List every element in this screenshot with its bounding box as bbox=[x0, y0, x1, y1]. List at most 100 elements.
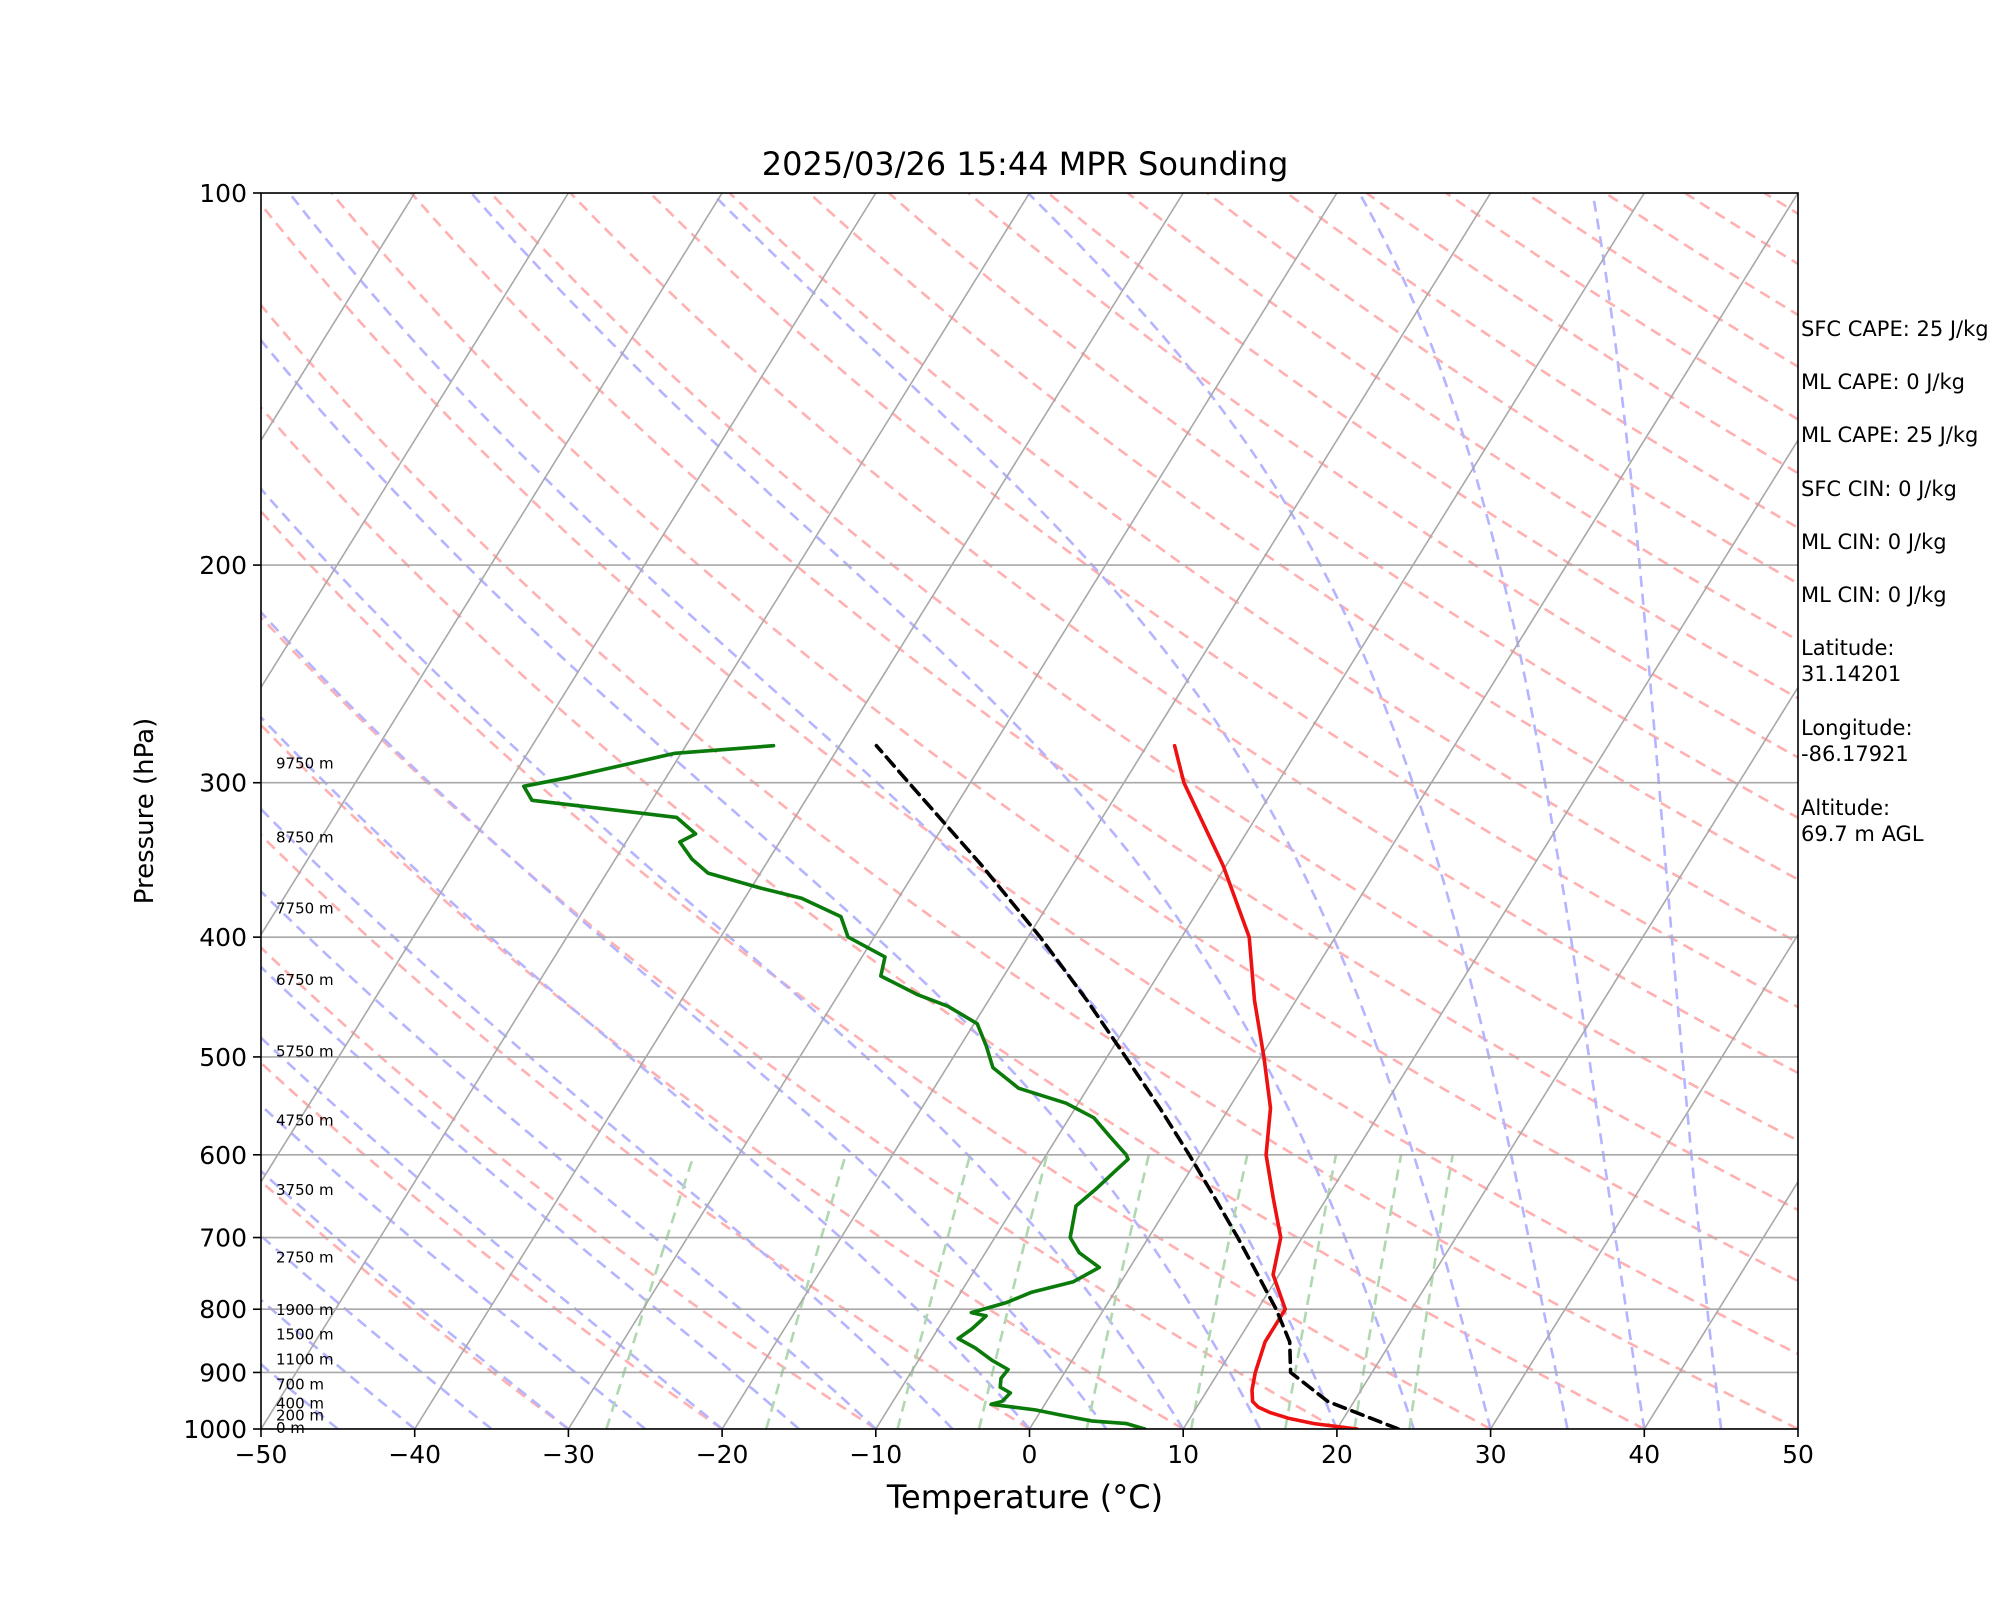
dry-adiabat bbox=[1126, 193, 1798, 642]
y-tick-label: 300 bbox=[199, 769, 247, 798]
stat-longitude: Longitude: -86.17921 bbox=[1801, 716, 1913, 767]
y-tick-label: 100 bbox=[199, 179, 247, 208]
isotherm-line bbox=[1336, 685, 1798, 1429]
height-label: 400 m bbox=[276, 1394, 324, 1412]
y-tick-label: 800 bbox=[199, 1295, 247, 1324]
height-label: 3750 m bbox=[276, 1181, 334, 1199]
x-tick-label: 20 bbox=[1321, 1440, 1353, 1469]
isotherm-line bbox=[261, 193, 416, 442]
height-label: 4750 m bbox=[276, 1112, 334, 1130]
stat-ml-cin: ML CIN: 0 J/kg bbox=[1801, 529, 1947, 554]
stat-sfc-cin: SFC CIN: 0 J/kg bbox=[1801, 476, 1957, 501]
height-label: 200 m bbox=[276, 1407, 324, 1425]
y-tick-label: 700 bbox=[199, 1224, 247, 1253]
moist-adiabat bbox=[288, 193, 1339, 1429]
moist-adiabat bbox=[261, 965, 800, 1429]
height-label: 2750 m bbox=[276, 1249, 334, 1267]
temperature-profile-line bbox=[1172, 743, 1359, 1429]
isotherm-line bbox=[261, 193, 570, 689]
moist-adiabat bbox=[470, 193, 1416, 1429]
y-tick-label: 400 bbox=[199, 923, 247, 952]
isotherm-line bbox=[414, 193, 1184, 1429]
x-tick-label: 10 bbox=[1167, 1440, 1199, 1469]
mixing-ratio-line bbox=[1085, 1154, 1151, 1429]
x-tick-label: −40 bbox=[388, 1440, 441, 1469]
x-tick-label: −50 bbox=[235, 1440, 288, 1469]
height-label: 8750 m bbox=[276, 829, 334, 847]
stat-latitude: Latitude: 31.14201 bbox=[1801, 636, 1902, 687]
stat-altitude: Altitude: 69.7 m AGL bbox=[1801, 796, 1924, 847]
dry-adiabat bbox=[261, 1061, 723, 1429]
x-tick-label: 0 bbox=[1022, 1440, 1038, 1469]
moist-adiabat bbox=[710, 193, 1492, 1429]
dry-adiabat bbox=[808, 193, 1798, 881]
height-label: 6750 m bbox=[276, 971, 334, 989]
dewpoint-profile-line bbox=[522, 743, 1147, 1429]
height-label: 1100 m bbox=[276, 1350, 334, 1368]
moist-adiabat bbox=[261, 1298, 416, 1429]
dry-adiabat bbox=[261, 303, 1798, 1429]
dry-adiabat bbox=[569, 193, 1798, 1075]
isotherm-line bbox=[875, 193, 1645, 1429]
moist-adiabat bbox=[261, 610, 1108, 1429]
dry-adiabat bbox=[649, 193, 1798, 1009]
x-tick-label: 50 bbox=[1782, 1440, 1814, 1469]
sounding-stats-panel: SFC CAPE: 25 J/kg ML CAPE: 0 J/kg ML CAP… bbox=[1801, 316, 2000, 875]
dry-adiabat bbox=[1206, 193, 1798, 585]
stat-ml-cape: ML CAPE: 0 J/kg bbox=[1801, 370, 1966, 395]
isotherm-line bbox=[261, 193, 723, 937]
x-tick-label: 40 bbox=[1628, 1440, 1660, 1469]
isotherm-line bbox=[1028, 193, 1798, 1429]
y-tick-label: 500 bbox=[199, 1043, 247, 1072]
x-axis-label: Temperature (°C) bbox=[886, 1478, 1163, 1516]
height-label: 5750 m bbox=[276, 1043, 334, 1061]
dry-adiabat bbox=[728, 193, 1798, 944]
dry-adiabat bbox=[261, 405, 1645, 1429]
moist-adiabat bbox=[1027, 193, 1569, 1429]
isotherm-line bbox=[261, 193, 877, 1184]
dry-adiabat bbox=[887, 193, 1798, 820]
x-tick-label: −20 bbox=[696, 1440, 749, 1469]
isotherm-line bbox=[1182, 438, 1798, 1429]
isotherm-line bbox=[1489, 933, 1798, 1429]
parcel-path-line bbox=[874, 743, 1401, 1429]
dry-adiabat bbox=[261, 833, 1031, 1429]
height-label: 7750 m bbox=[276, 900, 334, 918]
moist-adiabat bbox=[261, 889, 877, 1429]
height-label: 1900 m bbox=[276, 1301, 334, 1319]
y-tick-label: 900 bbox=[199, 1358, 247, 1387]
mixing-ratio-line bbox=[1408, 1154, 1454, 1429]
dry-adiabat bbox=[410, 193, 1798, 1212]
mixing-ratio-line bbox=[977, 1154, 1049, 1429]
moist-adiabat bbox=[1358, 193, 1646, 1429]
height-label: 0 m bbox=[276, 1419, 305, 1437]
mixing-ratio-line bbox=[1284, 1154, 1338, 1429]
isotherm-line bbox=[721, 193, 1492, 1429]
isotherm-line bbox=[261, 193, 1031, 1429]
y-axis-label: Pressure (hPa) bbox=[130, 718, 160, 905]
height-label: 700 m bbox=[276, 1375, 324, 1393]
y-tick-label: 1000 bbox=[183, 1415, 247, 1444]
dry-adiabat bbox=[1445, 193, 1798, 421]
x-tick-label: −10 bbox=[849, 1440, 902, 1469]
mixing-ratio-line bbox=[896, 1154, 972, 1429]
mixing-ratio-line bbox=[1189, 1154, 1249, 1429]
chart-title: 2025/03/26 15:44 MPR Sounding bbox=[762, 145, 1289, 183]
mixing-ratio-line bbox=[764, 1154, 847, 1429]
isotherm-line bbox=[1643, 1180, 1798, 1429]
stat-ml-cape-2: ML CAPE: 25 J/kg bbox=[1801, 423, 1979, 448]
height-label: 9750 m bbox=[276, 755, 334, 773]
dry-adiabat bbox=[261, 202, 1798, 1356]
y-tick-label: 600 bbox=[199, 1141, 247, 1170]
dry-adiabat bbox=[261, 723, 1184, 1429]
dry-adiabat bbox=[489, 193, 1798, 1143]
moist-adiabat bbox=[261, 487, 1185, 1429]
dry-adiabat bbox=[261, 615, 1338, 1429]
x-tick-label: 30 bbox=[1475, 1440, 1507, 1469]
moist-adiabat bbox=[261, 715, 1031, 1429]
mixing-ratio-line bbox=[605, 1154, 696, 1429]
moist-adiabat bbox=[261, 338, 1262, 1429]
x-tick-label: −30 bbox=[542, 1440, 595, 1469]
stat-ml-cin-2: ML CIN: 0 J/kg bbox=[1801, 582, 1947, 607]
